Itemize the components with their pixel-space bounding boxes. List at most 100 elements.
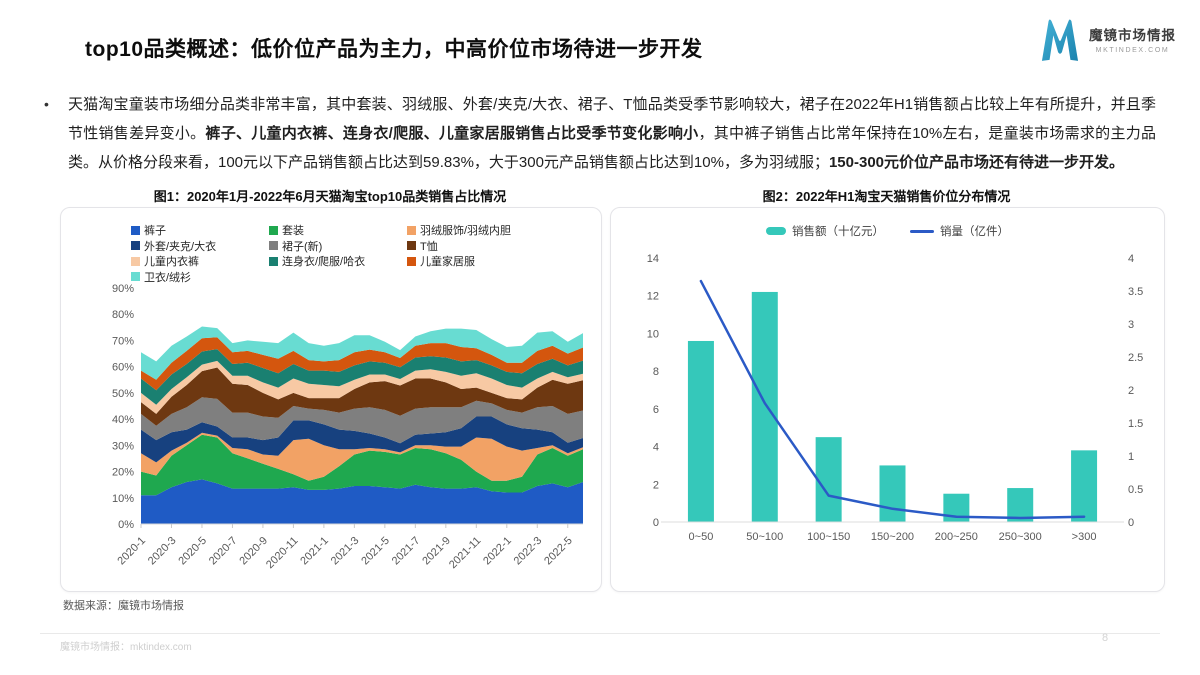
data-source-note: 数据来源：魔镜市场情报 xyxy=(63,600,184,612)
logo-brand-text: 魔镜市场情报 xyxy=(1089,28,1176,43)
left-axis-tick-label: 6 xyxy=(653,404,659,416)
x-axis-tick-label: 2022-5 xyxy=(542,535,575,568)
legend-item-sales: 销售额（十亿元） xyxy=(766,223,884,239)
right-axis-tick-label: 2.5 xyxy=(1128,352,1143,364)
paragraph-segment: 裤子、儿童内衣裤、连身衣/爬服、儿童家居服销售占比受季节变化影响小 xyxy=(205,125,699,142)
legend-label: 羽绒服饰/羽绒内胆 xyxy=(420,225,512,237)
legend-bar-swatch xyxy=(766,227,786,235)
legend-label: 儿童内衣裤 xyxy=(144,256,199,268)
x-axis-tick-label: 2022-3 xyxy=(512,535,545,568)
y-axis-tick-label: 10% xyxy=(112,493,134,505)
legend-item: 裤子 xyxy=(131,222,166,238)
figure1-card: 裤子 套装 羽绒服饰/羽绒内胆外套/夹克/大衣 裙子(新) T恤儿童内衣裤 连身衣/爬服/… xyxy=(60,207,602,592)
area-band-裙子(新) xyxy=(141,397,583,444)
legend-label: 销量（亿件） xyxy=(940,226,1009,238)
legend-item-volume: 销量（亿件） xyxy=(910,223,1009,239)
x-axis-tick-label: 0~50 xyxy=(689,531,714,543)
legend-label: 外套/夹克/大衣 xyxy=(144,240,217,253)
legend-item: 连身衣/爬服/哈衣 xyxy=(269,253,365,269)
bar-line-chart: 0 2 4 6 8 10 12 14 0 0.5 1 1.5 2 2.5 3 3.5 4 0~50 50~100 10… xyxy=(647,253,1144,543)
x-axis-tick-label: 50~100 xyxy=(746,531,783,543)
left-axis-tick-label: 4 xyxy=(653,442,659,454)
legend-item: 儿童家居服 xyxy=(407,253,475,269)
x-axis-tick-label: >300 xyxy=(1072,531,1097,543)
bar-250~300 xyxy=(1007,488,1034,522)
left-axis-tick-label: 10 xyxy=(647,328,659,340)
figure2-card: 销售额（十亿元） 销量（亿件） 0 2 4 6 8 10 12 14 0 0.5 1 1.5 2 2.5 3 3… xyxy=(610,207,1165,592)
x-axis-tick-label: 2022-1 xyxy=(481,535,514,568)
y-axis-tick-label: 50% xyxy=(112,388,134,400)
logo-m-icon xyxy=(1041,19,1079,61)
x-axis-tick-label: 2021-3 xyxy=(329,535,362,568)
summary-paragraph: 天猫淘宝童装市场细分品类非常丰富，其中套装、羽绒服、外套/夹克/大衣、裙子、T恤… xyxy=(68,90,1156,177)
legend-item: 羽绒服饰/羽绒内胆 xyxy=(407,222,511,238)
y-axis-tick-label: 40% xyxy=(112,414,134,426)
legend-label: T恤 xyxy=(420,240,438,253)
x-axis-tick-label: 2020-5 xyxy=(176,535,209,568)
left-axis-tick-label: 8 xyxy=(653,366,659,378)
figure1-title: 图1：2020年1月-2022年6月天猫淘宝top10品类销售占比情况 xyxy=(153,189,507,204)
legend-swatch xyxy=(407,225,416,235)
paragraph-segment: 天猫淘宝童装市场细分品类非常丰富，其中套装、羽绒服、外套/夹克/大衣、裙子、T恤… xyxy=(68,96,1156,142)
bullet-marker: • xyxy=(44,96,49,112)
y-axis-tick-label: 30% xyxy=(112,440,134,452)
right-axis-tick-label: 0.5 xyxy=(1128,484,1143,496)
area-band-儿童内衣裤 xyxy=(141,360,583,414)
summary-block: • 天猫淘宝童装市场细分品类非常丰富，其中套装、羽绒服、外套/夹克/大衣、裙子、… xyxy=(44,90,1156,177)
left-axis-tick-label: 14 xyxy=(647,253,659,265)
bar->300 xyxy=(1071,450,1098,522)
legend-item: 套装 xyxy=(269,222,304,238)
legend-label: 销售额（十亿元） xyxy=(792,226,884,238)
left-axis-tick-label: 12 xyxy=(647,291,659,303)
y-axis-tick-label: 80% xyxy=(112,309,134,321)
x-axis-tick-label: 2020-7 xyxy=(207,535,240,568)
area-band-卫衣/绒衫 xyxy=(141,326,583,380)
y-axis-tick-label: 90% xyxy=(112,283,134,295)
legend-label: 连身衣/爬服/哈衣 xyxy=(282,256,366,268)
legend-label: 裙子(新) xyxy=(282,240,323,253)
x-axis-tick-label: 2021-1 xyxy=(298,535,331,568)
right-axis-tick-label: 2 xyxy=(1128,385,1134,397)
right-axis-tick-label: 1 xyxy=(1128,451,1134,463)
legend-swatch xyxy=(131,241,140,250)
area-band-儿童家居服 xyxy=(141,337,583,391)
area-band-套装 xyxy=(141,434,583,496)
y-axis-tick-label: 60% xyxy=(112,362,134,374)
x-axis-tick-label: 250~300 xyxy=(999,531,1042,543)
paragraph-segment: 150-300元价位产品市场还有待进一步开发。 xyxy=(828,154,1125,171)
legend-item: 外套/夹克/大衣 xyxy=(131,238,216,254)
area-band-外套/夹克/大衣 xyxy=(141,416,583,463)
right-axis-tick-label: 3 xyxy=(1128,319,1134,331)
legend-item: 裙子(新) xyxy=(269,238,322,254)
logo-domain-text: MKTINDEX.COM xyxy=(1095,47,1170,54)
legend-label: 儿童家居服 xyxy=(420,256,475,268)
legend-label: 卫衣/绒衫 xyxy=(144,271,192,284)
footer-brand-url: 魔镜市场情报：mktindex.com xyxy=(60,642,192,653)
left-axis-tick-label: 0 xyxy=(653,517,659,529)
bar-150~200 xyxy=(879,465,906,522)
area-band-裤子 xyxy=(141,479,583,524)
legend-swatch xyxy=(131,256,140,266)
right-axis-tick-label: 4 xyxy=(1128,253,1134,265)
page-title: top10品类概述：低价位产品为主力，中高价位市场待进一步开发 xyxy=(85,38,703,61)
figure2-legend: 销售额（十亿元） 销量（亿件） xyxy=(611,223,1164,239)
legend-label: 裤子 xyxy=(144,225,166,237)
x-axis-tick-label: 2021-5 xyxy=(359,535,392,568)
footer-divider xyxy=(40,633,1160,634)
legend-swatch xyxy=(269,241,278,250)
right-axis-tick-label: 3.5 xyxy=(1128,286,1143,298)
y-axis-tick-label: 0% xyxy=(118,519,134,531)
bar-50~100 xyxy=(751,291,778,522)
bar-0~50 xyxy=(687,340,714,522)
x-axis-tick-label: 2020-3 xyxy=(146,535,179,568)
area-band-连身衣/爬服/哈衣 xyxy=(141,349,583,405)
legend-swatch xyxy=(269,256,278,266)
right-axis-tick-label: 1.5 xyxy=(1128,418,1143,430)
y-axis-tick-label: 70% xyxy=(112,335,134,347)
legend-label: 套装 xyxy=(282,225,304,237)
bar-100~150 xyxy=(815,437,842,522)
legend-swatch xyxy=(407,241,416,250)
legend-item: T恤 xyxy=(407,238,438,254)
area-band-羽绒服饰/羽绒内胆 xyxy=(141,432,583,481)
page-number: 8 xyxy=(1102,632,1109,644)
